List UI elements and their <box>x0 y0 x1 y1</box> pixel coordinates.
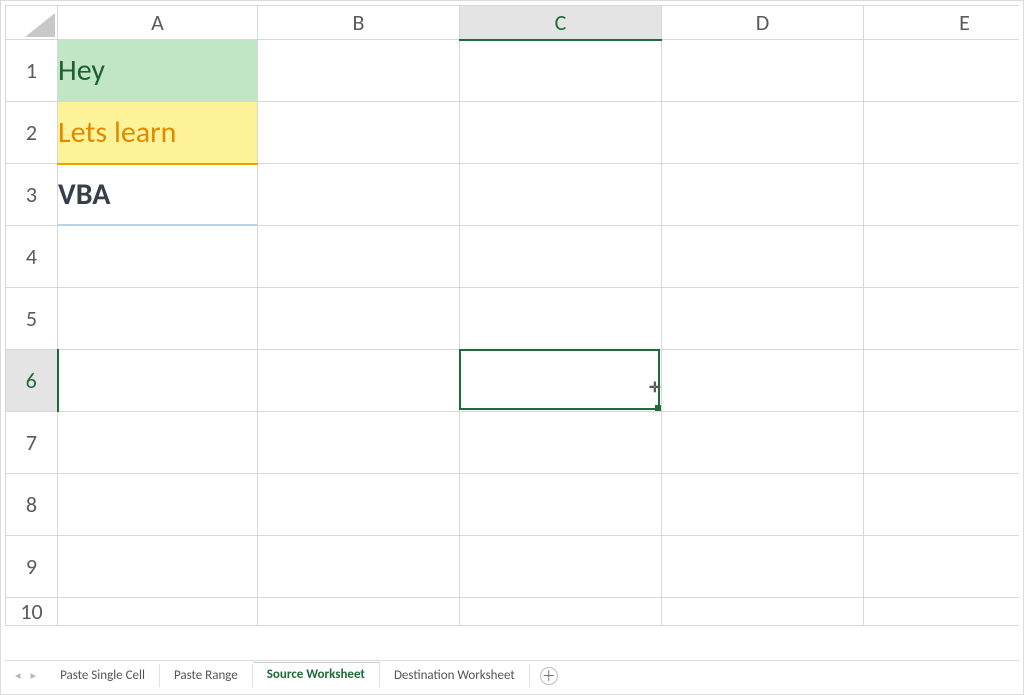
cell-D7[interactable] <box>662 412 864 474</box>
cell-C5[interactable] <box>460 288 662 350</box>
rows-body: 1Hey2Lets learn3VBA45678910 <box>6 40 1020 626</box>
column-header-row: ABCDE <box>6 6 1020 40</box>
row-header-5[interactable]: 5 <box>6 288 58 350</box>
excel-window: ABCDE 1Hey2Lets learn3VBA45678910 ✛ ◂ ▸ … <box>0 0 1024 695</box>
cell-C1[interactable] <box>460 40 662 102</box>
cell-E5[interactable] <box>864 288 1020 350</box>
cell-B3[interactable] <box>258 164 460 226</box>
cell-B2[interactable] <box>258 102 460 164</box>
cell-D8[interactable] <box>662 474 864 536</box>
cell-C3[interactable] <box>460 164 662 226</box>
cell-A1[interactable]: Hey <box>58 40 258 102</box>
cell-A7[interactable] <box>58 412 258 474</box>
row-header-8[interactable]: 8 <box>6 474 58 536</box>
cell-B1[interactable] <box>258 40 460 102</box>
row-5: 5 <box>6 288 1020 350</box>
cell-A6[interactable] <box>58 350 258 412</box>
row-header-1[interactable]: 1 <box>6 40 58 102</box>
cell-D3[interactable] <box>662 164 864 226</box>
select-all-corner[interactable] <box>6 6 58 40</box>
cell-C6[interactable] <box>460 350 662 412</box>
cell-D4[interactable] <box>662 226 864 288</box>
cell-E9[interactable] <box>864 536 1020 598</box>
cell-D6[interactable] <box>662 350 864 412</box>
column-header-D[interactable]: D <box>662 6 864 40</box>
cell-C9[interactable] <box>460 536 662 598</box>
row-header-7[interactable]: 7 <box>6 412 58 474</box>
cell-B5[interactable] <box>258 288 460 350</box>
select-all-triangle-icon <box>25 13 55 37</box>
row-header-9[interactable]: 9 <box>6 536 58 598</box>
cell-D9[interactable] <box>662 536 864 598</box>
cell-C10[interactable] <box>460 598 662 626</box>
row-4: 4 <box>6 226 1020 288</box>
cell-E4[interactable] <box>864 226 1020 288</box>
sheet-tab-bar: ◂ ▸ Paste Single CellPaste RangeSource W… <box>5 660 1019 690</box>
row-header-6[interactable]: 6 <box>6 350 58 412</box>
cell-B9[interactable] <box>258 536 460 598</box>
row-10: 10 <box>6 598 1020 626</box>
cell-B6[interactable] <box>258 350 460 412</box>
cell-A8[interactable] <box>58 474 258 536</box>
cell-A5[interactable] <box>58 288 258 350</box>
tab-nav-next-icon[interactable]: ▸ <box>31 669 37 682</box>
cell-B7[interactable] <box>258 412 460 474</box>
column-header-C[interactable]: C <box>460 6 662 40</box>
row-header-2[interactable]: 2 <box>6 102 58 164</box>
row-8: 8 <box>6 474 1020 536</box>
cell-B4[interactable] <box>258 226 460 288</box>
row-7: 7 <box>6 412 1020 474</box>
cell-D1[interactable] <box>662 40 864 102</box>
cell-A2[interactable]: Lets learn <box>58 102 258 164</box>
cell-A10[interactable] <box>58 598 258 626</box>
row-2: 2Lets learn <box>6 102 1020 164</box>
add-sheet-button[interactable]: ＋ <box>540 667 558 685</box>
column-header-A[interactable]: A <box>58 6 258 40</box>
cells-table: ABCDE 1Hey2Lets learn3VBA45678910 <box>5 5 1019 626</box>
spreadsheet-grid[interactable]: ABCDE 1Hey2Lets learn3VBA45678910 ✛ <box>5 5 1019 658</box>
sheet-tab-source-worksheet[interactable]: Source Worksheet <box>253 662 380 688</box>
cell-C4[interactable] <box>460 226 662 288</box>
sheet-tab-destination-worksheet[interactable]: Destination Worksheet <box>380 664 530 687</box>
cell-E6[interactable] <box>864 350 1020 412</box>
cell-B8[interactable] <box>258 474 460 536</box>
cell-A9[interactable] <box>58 536 258 598</box>
cell-A4[interactable] <box>58 226 258 288</box>
cell-cursor-icon: ✛ <box>649 381 661 395</box>
cell-C8[interactable] <box>460 474 662 536</box>
sheet-tab-paste-single-cell[interactable]: Paste Single Cell <box>46 664 160 687</box>
cell-D2[interactable] <box>662 102 864 164</box>
cell-A3[interactable]: VBA <box>58 164 258 226</box>
cell-C7[interactable] <box>460 412 662 474</box>
sheet-tab-paste-range[interactable]: Paste Range <box>160 664 253 687</box>
row-header-3[interactable]: 3 <box>6 164 58 226</box>
cell-E2[interactable] <box>864 102 1020 164</box>
row-header-10[interactable]: 10 <box>6 598 58 626</box>
cell-D10[interactable] <box>662 598 864 626</box>
cell-E7[interactable] <box>864 412 1020 474</box>
row-9: 9 <box>6 536 1020 598</box>
column-header-B[interactable]: B <box>258 6 460 40</box>
cell-D5[interactable] <box>662 288 864 350</box>
tab-nav-prev-icon[interactable]: ◂ <box>15 669 21 682</box>
tab-nav-buttons[interactable]: ◂ ▸ <box>5 669 46 682</box>
cell-E8[interactable] <box>864 474 1020 536</box>
row-1: 1Hey <box>6 40 1020 102</box>
cell-B10[interactable] <box>258 598 460 626</box>
cell-E10[interactable] <box>864 598 1020 626</box>
plus-icon: ＋ <box>542 666 556 686</box>
row-3: 3VBA <box>6 164 1020 226</box>
column-header-E[interactable]: E <box>864 6 1020 40</box>
cell-E1[interactable] <box>864 40 1020 102</box>
cell-C2[interactable] <box>460 102 662 164</box>
cell-E3[interactable] <box>864 164 1020 226</box>
row-6: 6 <box>6 350 1020 412</box>
row-header-4[interactable]: 4 <box>6 226 58 288</box>
